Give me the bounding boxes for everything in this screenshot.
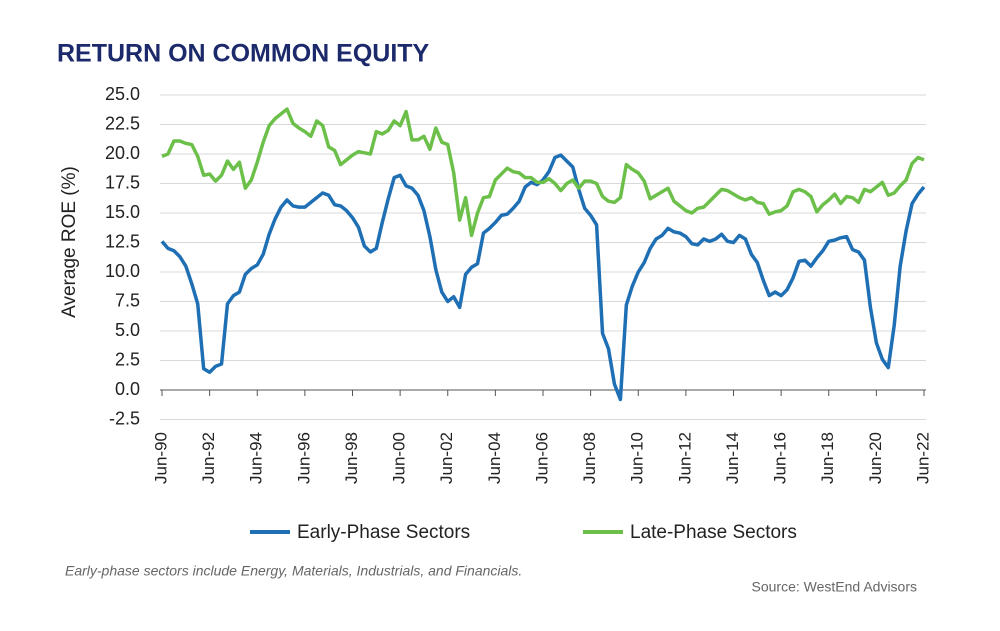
y-tick-label: 20.0 (105, 143, 140, 163)
legend-label: Late-Phase Sectors (630, 522, 797, 543)
x-tick-label: Jun-18 (818, 432, 837, 484)
x-tick-label: Jun-02 (437, 432, 456, 484)
x-tick-label: Jun-94 (247, 432, 266, 484)
x-tick-label: Jun-90 (151, 432, 170, 484)
x-tick-label: Jun-22 (913, 432, 932, 484)
legend-label: Early-Phase Sectors (297, 522, 470, 543)
x-tick-label: Jun-14 (723, 432, 742, 484)
data-line (161, 107, 925, 238)
y-tick-label: 5.0 (115, 320, 140, 340)
x-tick-label: Jun-16 (771, 432, 790, 484)
x-tick-label: Jun-92 (199, 432, 218, 484)
x-tick-label: Jun-04 (485, 432, 504, 484)
y-tick-label: 10.0 (105, 261, 140, 281)
y-tick-label: 12.5 (105, 231, 140, 251)
data-line (160, 153, 926, 402)
x-tick-label: Jun-98 (342, 432, 361, 484)
y-tick-label: 15.0 (105, 202, 140, 222)
y-tick-label: -2.5 (109, 408, 140, 428)
x-tick-label: Jun-10 (628, 432, 647, 484)
x-tick-label: Jun-06 (532, 432, 551, 484)
source: Source: WestEnd Advisors (752, 579, 917, 595)
footnote: Early-phase sectors include Energy, Mate… (65, 563, 522, 579)
x-tick-label: Jun-12 (675, 432, 694, 484)
chart-title: RETURN ON COMMON EQUITY (57, 40, 430, 68)
y-tick-label: 2.5 (115, 349, 140, 369)
y-tick-label: 7.5 (115, 290, 140, 310)
y-tick-label: 17.5 (105, 172, 140, 192)
x-tick-label: Jun-20 (866, 432, 885, 484)
y-axis-label: Average ROE (%) (59, 166, 80, 318)
y-tick-label: 0.0 (115, 379, 140, 399)
x-tick-label: Jun-08 (580, 432, 599, 484)
x-tick-label: Jun-96 (294, 432, 313, 484)
x-tick-label: Jun-00 (390, 432, 409, 484)
y-tick-label: 25.0 (105, 84, 140, 104)
y-tick-label: 22.5 (105, 113, 140, 133)
